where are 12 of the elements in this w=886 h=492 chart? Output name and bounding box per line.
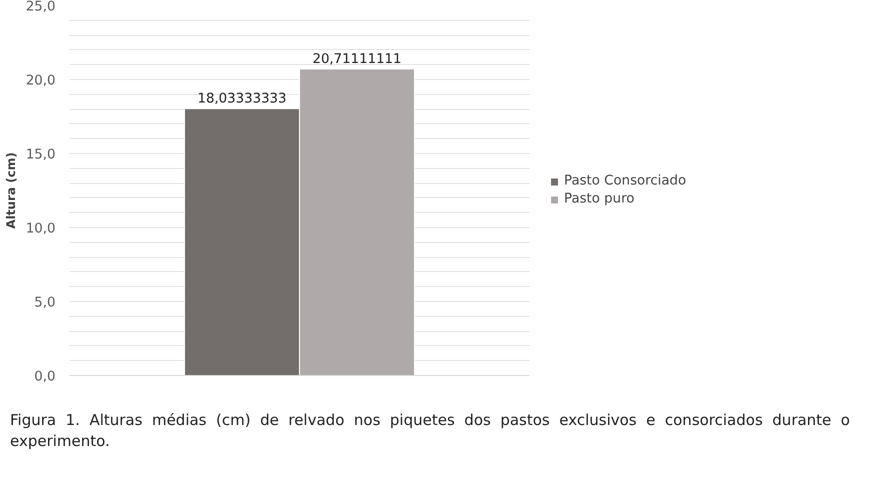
text: Figura 1. Alturas médias (cm) de relvado nos piquetes dos pastos exclusivos e consorciados durante o experimento. [10,410,850,452]
legend-label: Pasto puro [564,192,634,206]
y-tick-label: 15,0 [26,148,56,162]
legend-label: Pasto Consorciado [564,174,686,188]
y-tick-label: 20,0 [26,74,56,88]
data-label: 20,71111111 [312,52,402,67]
y-axis-title: Altura (cm) [4,152,18,229]
y-tick-label: 5,0 [34,296,56,310]
y-tick-label: 25,0 [26,0,56,14]
y-tick-label: 0,0 [34,370,56,384]
y-tick-label: 10,0 [26,222,56,236]
data-label: 18,03333333 [197,92,287,107]
